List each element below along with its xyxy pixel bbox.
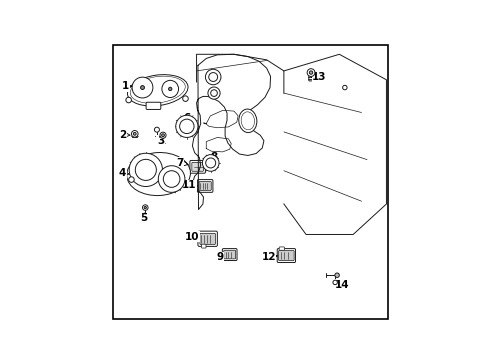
Text: 6: 6 [183,113,190,123]
FancyBboxPatch shape [191,162,203,171]
FancyBboxPatch shape [222,249,237,261]
Circle shape [334,273,339,278]
Circle shape [342,85,346,90]
FancyBboxPatch shape [189,161,205,173]
Circle shape [205,69,221,85]
Circle shape [160,132,166,138]
Circle shape [208,73,217,81]
FancyBboxPatch shape [198,231,217,246]
Circle shape [131,131,138,137]
Circle shape [140,86,144,90]
Circle shape [175,115,198,138]
FancyBboxPatch shape [277,249,295,262]
Circle shape [332,280,337,285]
Text: 12: 12 [261,252,277,262]
Circle shape [142,205,148,210]
Text: 5: 5 [140,213,147,224]
Ellipse shape [127,75,187,106]
Circle shape [135,159,156,180]
Circle shape [125,97,131,103]
Circle shape [154,127,159,132]
Circle shape [183,96,188,102]
Text: 13: 13 [311,72,326,82]
Text: 4: 4 [119,168,129,179]
Text: 11: 11 [182,180,197,190]
Circle shape [210,90,217,96]
Text: 7: 7 [176,158,188,168]
FancyBboxPatch shape [201,244,205,248]
FancyBboxPatch shape [197,180,212,192]
Ellipse shape [132,77,153,98]
FancyBboxPatch shape [224,250,235,259]
FancyBboxPatch shape [199,181,211,190]
Circle shape [168,87,172,91]
Circle shape [158,166,184,192]
Circle shape [179,119,194,134]
Ellipse shape [126,153,190,195]
FancyBboxPatch shape [146,102,161,109]
Text: 10: 10 [185,232,199,242]
Circle shape [128,177,134,183]
Circle shape [205,158,215,168]
Circle shape [309,71,312,74]
Circle shape [163,171,180,187]
FancyBboxPatch shape [279,247,284,250]
Text: 8: 8 [210,152,217,162]
Circle shape [144,207,146,209]
Circle shape [306,69,314,76]
Text: 2: 2 [119,130,130,140]
Text: 3: 3 [157,136,164,146]
Text: 9: 9 [216,252,223,262]
Circle shape [202,155,219,171]
FancyBboxPatch shape [200,233,215,244]
Text: 1: 1 [122,81,133,91]
Circle shape [162,134,164,136]
Circle shape [129,153,162,186]
Circle shape [133,132,136,135]
FancyBboxPatch shape [308,72,313,81]
FancyBboxPatch shape [278,251,293,261]
Ellipse shape [162,80,178,98]
Circle shape [207,87,220,99]
Ellipse shape [238,109,256,132]
Text: 14: 14 [334,280,349,290]
